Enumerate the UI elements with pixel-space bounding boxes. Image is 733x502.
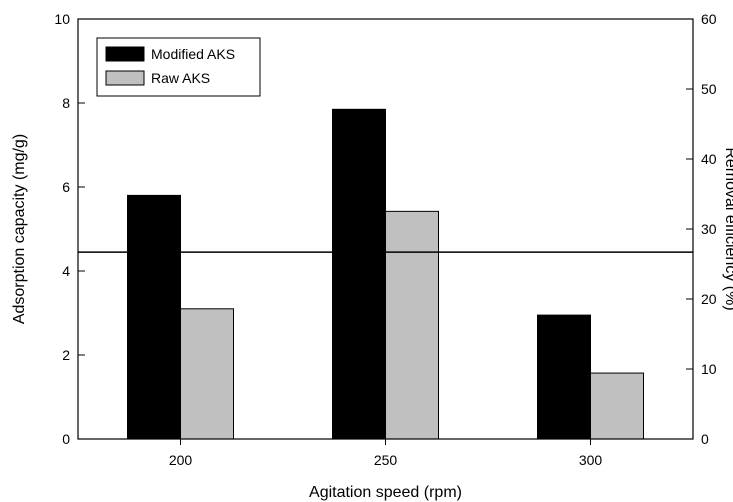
right-tick-label: 10 <box>701 361 717 377</box>
left-axis-title: Adsorption capacity (mg/g) <box>11 134 28 324</box>
right-tick-label: 20 <box>701 291 717 307</box>
x-axis-ticks: 200 250 300 <box>169 439 603 468</box>
x-tick-label: 300 <box>579 452 603 468</box>
right-tick-label: 50 <box>701 81 717 97</box>
legend-box <box>96 37 261 97</box>
bars-group <box>127 108 644 440</box>
left-tick-label: 2 <box>62 347 70 363</box>
right-tick-label: 40 <box>701 151 717 167</box>
left-tick-label: 4 <box>62 263 70 279</box>
legend-swatch-raw-aks <box>105 70 145 86</box>
legend-swatch-modified-aks <box>105 46 145 62</box>
legend: Modified AKS Raw AKS <box>96 37 261 97</box>
right-tick-label: 30 <box>701 221 717 237</box>
bar-raw-aks-300 <box>590 372 644 440</box>
left-tick-label: 10 <box>54 11 70 27</box>
left-tick-label: 8 <box>62 95 70 111</box>
bar-raw-aks-200 <box>180 308 234 440</box>
right-tick-label: 0 <box>701 431 709 447</box>
legend-label-modified-aks: Modified AKS <box>151 46 235 62</box>
bar-modified-aks-200 <box>127 194 181 440</box>
x-axis-title: Agitation speed (rpm) <box>309 484 462 501</box>
right-tick-label: 60 <box>701 11 717 27</box>
bar-modified-aks-250 <box>332 108 386 440</box>
x-tick-label: 250 <box>374 452 398 468</box>
legend-label-raw-aks: Raw AKS <box>151 70 210 86</box>
bar-modified-aks-300 <box>537 314 591 440</box>
left-axis-ticks: 0 2 4 6 8 10 <box>54 11 85 447</box>
bar-raw-aks-250 <box>385 210 439 440</box>
left-tick-label: 6 <box>62 179 70 195</box>
right-axis-title: Removal efficiency (%) <box>722 147 733 310</box>
left-tick-label: 0 <box>62 431 70 447</box>
x-tick-label: 200 <box>169 452 193 468</box>
right-axis-ticks: 0 10 20 30 40 50 60 <box>686 11 717 447</box>
